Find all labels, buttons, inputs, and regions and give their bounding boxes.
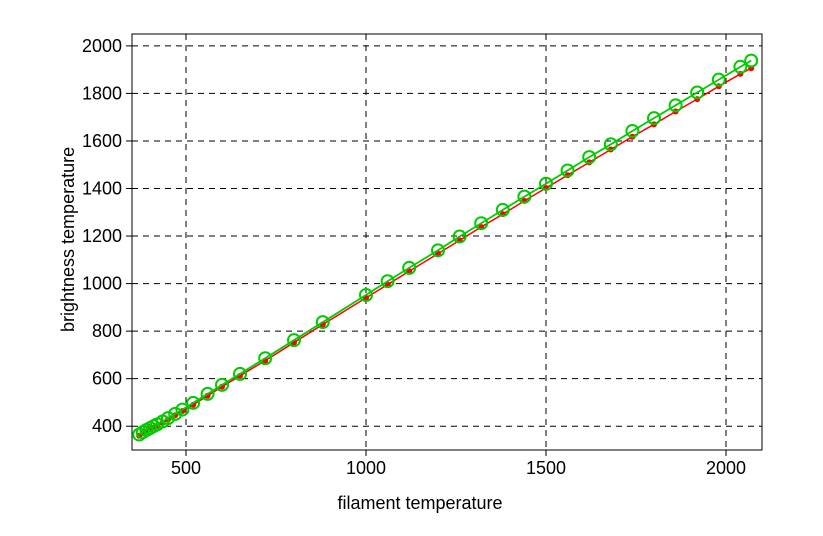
svg-text:2000: 2000 <box>706 458 746 478</box>
svg-text:1600: 1600 <box>82 131 122 151</box>
chart-svg: 500 1000 1500 2000 400 600 800 1000 1200 1400 1600… <box>50 20 790 490</box>
svg-text:1000: 1000 <box>82 274 122 294</box>
svg-text:600: 600 <box>92 369 122 389</box>
svg-text:1400: 1400 <box>82 179 122 199</box>
svg-text:800: 800 <box>92 321 122 341</box>
y-axis-label: brightness temperature <box>58 147 79 332</box>
chart-container: 500 1000 1500 2000 400 600 800 1000 1200 1400 1600… <box>50 20 790 520</box>
svg-text:1800: 1800 <box>82 83 122 103</box>
svg-text:1500: 1500 <box>526 458 566 478</box>
x-axis-label: filament temperature <box>50 493 790 514</box>
svg-text:400: 400 <box>92 416 122 436</box>
svg-text:500: 500 <box>171 458 201 478</box>
svg-text:1000: 1000 <box>346 458 386 478</box>
svg-text:2000: 2000 <box>82 36 122 56</box>
svg-text:1200: 1200 <box>82 226 122 246</box>
